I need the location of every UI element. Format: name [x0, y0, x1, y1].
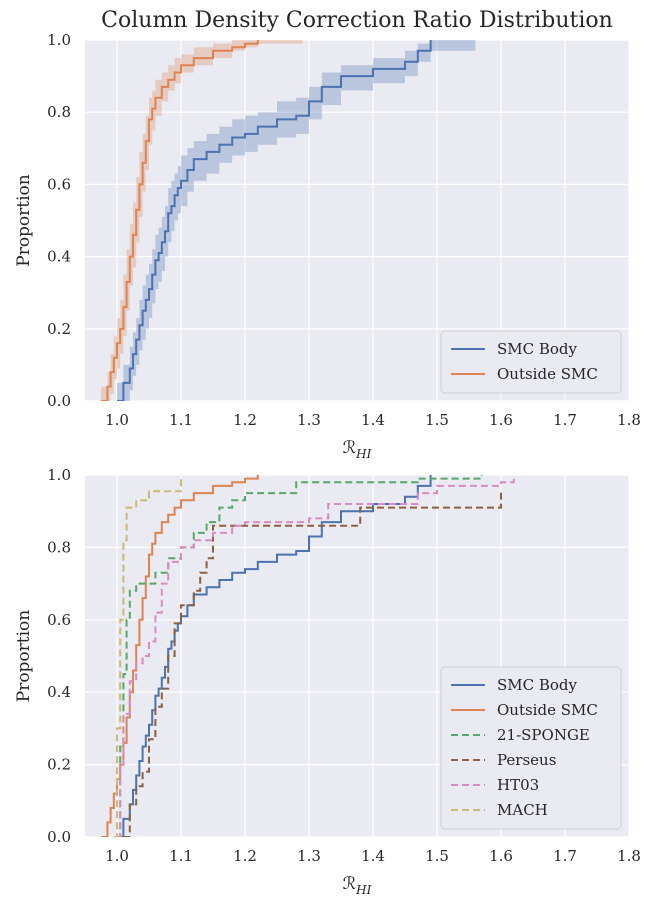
legend-label: Perseus — [497, 751, 556, 769]
y-tick-label: 0.4 — [47, 683, 71, 701]
x-tick-label: 1.2 — [233, 847, 257, 865]
x-tick-label: 1.0 — [105, 847, 129, 865]
y-axis-label: Proportion — [14, 610, 34, 703]
x-tick-label: 1.1 — [169, 411, 193, 429]
legend-label: Outside SMC — [497, 365, 598, 383]
x-tick-label: 1.6 — [489, 847, 513, 865]
legend-label: HT03 — [497, 776, 539, 794]
legend-box — [440, 330, 622, 394]
series-line — [117, 475, 483, 837]
x-axis-label: ℛHI — [343, 874, 372, 897]
chart-title: Column Density Correction Ratio Distribu… — [101, 8, 613, 33]
plot-area — [101, 40, 476, 401]
uncertainty-band — [117, 40, 476, 401]
x-tick-label: 1.7 — [553, 411, 577, 429]
x-tick-label: 1.8 — [617, 411, 641, 429]
panel-top: 1.0 1.1 1.2 1.3 1.4 1.5 1.6 1.7 1.8 0.0 0.2 0.4 0.6 0… — [14, 31, 641, 461]
y-tick-label: 1.0 — [47, 31, 71, 49]
y-tick-label: 0.0 — [47, 828, 71, 846]
panel-bottom: 1.0 1.1 1.2 1.3 1.4 1.5 1.6 1.7 1.8 0.0 0.2 0.4 0.6 0… — [14, 466, 641, 897]
y-tick-label: 0.2 — [47, 320, 71, 338]
legend-label: 21-SPONGE — [497, 726, 590, 744]
y-tick-label: 0.6 — [47, 611, 71, 629]
x-tick-label: 1.5 — [425, 411, 449, 429]
x-tick-label: 1.0 — [105, 411, 129, 429]
legend-label: SMC Body — [497, 340, 578, 358]
series-line — [123, 491, 502, 837]
x-tick-label: 1.5 — [425, 847, 449, 865]
y-tick-label: 0.6 — [47, 175, 71, 193]
legend-label: Outside SMC — [497, 701, 598, 719]
y-tick-label: 0.4 — [47, 248, 71, 266]
x-tick-label: 1.3 — [297, 847, 321, 865]
x-tick-label: 1.7 — [553, 847, 577, 865]
x-tick-label: 1.4 — [361, 411, 385, 429]
legend-label: SMC Body — [497, 676, 578, 694]
y-tick-label: 0.2 — [47, 756, 71, 774]
y-tick-label: 0.8 — [47, 103, 71, 121]
x-tick-label: 1.4 — [361, 847, 385, 865]
legend-box — [440, 666, 622, 830]
x-axis-label: ℛHI — [343, 438, 372, 461]
x-tick-label: 1.8 — [617, 847, 641, 865]
series-line — [117, 475, 515, 837]
series-line — [113, 475, 182, 837]
y-tick-label: 0.8 — [47, 538, 71, 556]
x-tick-label: 1.6 — [489, 411, 513, 429]
legend-label: MACH — [497, 801, 548, 819]
y-tick-label: 1.0 — [47, 466, 71, 484]
y-axis-label: Proportion — [14, 174, 34, 267]
x-tick-label: 1.1 — [169, 847, 193, 865]
uncertainty-band — [101, 40, 303, 401]
series-line — [101, 40, 259, 401]
series-line — [101, 475, 259, 837]
plot-area — [101, 475, 515, 837]
x-tick-label: 1.2 — [233, 411, 257, 429]
y-tick-label: 0.0 — [47, 392, 71, 410]
x-tick-label: 1.3 — [297, 411, 321, 429]
series-line — [117, 40, 432, 401]
